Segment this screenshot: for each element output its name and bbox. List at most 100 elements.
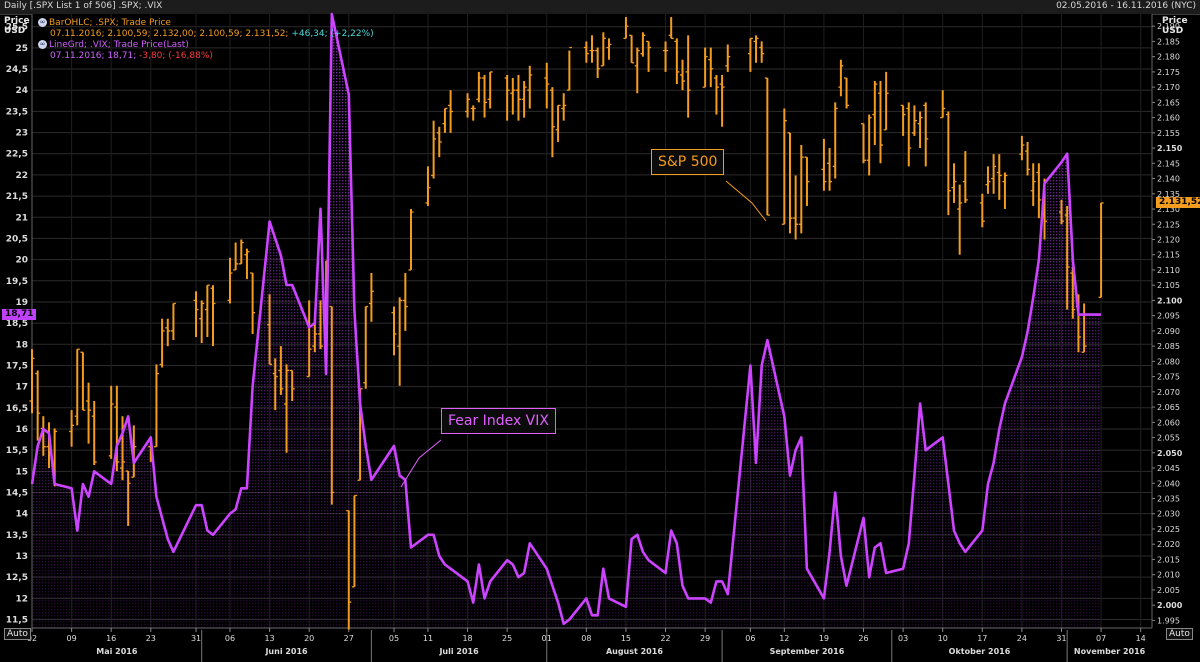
left-tick-label: 20 (15, 256, 28, 266)
ohlc-bar (368, 273, 374, 322)
right-tick-label: 1.995 (1157, 616, 1180, 625)
link-icon[interactable]: ∞ (38, 18, 47, 27)
ohlc-bar (945, 111, 951, 216)
left-tick-label: 21 (15, 213, 28, 223)
vix-callout: Fear Index VIX (441, 408, 556, 434)
link-icon[interactable]: ∞ (38, 40, 47, 49)
right-axis-title-line2: USD (1162, 26, 1184, 36)
left-tick-label: 15,5 (6, 446, 28, 456)
ohlc-bar (504, 74, 510, 121)
ohlc-bar (877, 81, 883, 164)
ohlc-bar (566, 46, 572, 91)
ohlc-bar (408, 209, 414, 271)
ohlc-bar (29, 349, 35, 414)
ohlc-bar (844, 77, 850, 109)
right-tick-label: 2.050 (1157, 449, 1183, 458)
legend-vix-change: -3,80; (-16,88%) (139, 51, 213, 61)
x-day-label: 17 (977, 634, 987, 643)
ohlc-bar (781, 108, 787, 225)
date-range: 02.05.2016 - 16.11.2016 (NYC) (1056, 1, 1196, 11)
ohlc-bar (719, 74, 725, 127)
x-day-label: 08 (581, 634, 591, 643)
ohlc-bar (1030, 163, 1036, 206)
ohlc-bar (227, 257, 233, 304)
ohlc-bar (549, 87, 555, 158)
ohlc-bar (329, 305, 335, 505)
ohlc-bar (589, 35, 595, 63)
x-month-label: November 2016 (1074, 647, 1146, 656)
right-tick-label: 2.125 (1157, 220, 1180, 229)
ohlc-bar (193, 291, 199, 337)
x-day-label: 23 (146, 634, 156, 643)
right-tick-label: 2.170 (1157, 83, 1180, 92)
ohlc-bar (284, 364, 290, 453)
left-tick-label: 23 (15, 129, 28, 139)
right-tick-label: 2.045 (1157, 464, 1180, 473)
x-month-label: Mai 2016 (96, 647, 138, 656)
legend-spx-header: BarOHLC; .SPX; Trade Price (49, 18, 171, 28)
spx-callout: S&P 500 (651, 149, 725, 175)
ohlc-bar (510, 77, 516, 115)
ohlc-bar (238, 239, 244, 265)
x-day-label: 07 (1096, 634, 1106, 643)
ohlc-bar (674, 38, 680, 85)
right-tick-label: 2.135 (1157, 190, 1180, 199)
ohlc-bar (725, 44, 731, 72)
ohlc-bar (363, 305, 369, 389)
left-tick-label: 15 (15, 467, 28, 477)
x-day-label: 15 (621, 634, 631, 643)
vix-last-price-badge: 18,71 (2, 308, 37, 320)
left-tick-label: 18,5 (6, 319, 28, 329)
right-tick-label: 2.120 (1157, 235, 1180, 244)
auto-scale-left-button[interactable]: Auto (4, 628, 31, 640)
ohlc-bar (702, 47, 708, 88)
ohlc-bar (131, 425, 137, 478)
ohlc-bar (402, 273, 408, 331)
x-day-label: 19 (819, 634, 829, 643)
ohlc-bar (515, 74, 521, 121)
ohlc-bar (482, 74, 488, 118)
right-tick-label: 2.115 (1157, 251, 1180, 260)
ohlc-bar (753, 35, 759, 63)
ohlc-bar (199, 300, 205, 344)
x-day-label: 22 (660, 634, 670, 643)
right-tick-label: 2.150 (1157, 144, 1183, 153)
ohlc-bar (917, 111, 923, 149)
ohlc-bar (391, 306, 397, 356)
ohlc-bar (210, 285, 216, 347)
ohlc-bar (838, 59, 844, 97)
ohlc-bar (1019, 135, 1025, 161)
auto-scale-right-button[interactable]: Auto (1166, 628, 1193, 640)
spx-callout-leader (725, 180, 767, 222)
ohlc-bar (640, 32, 646, 57)
ohlc-bar (979, 193, 985, 228)
ohlc-bar (787, 132, 793, 234)
ohlc-bar (272, 358, 278, 411)
ohlc-bar (600, 32, 606, 67)
ohlc-bar (793, 175, 799, 240)
spx-last-price-badge: 2.131,52 (1156, 196, 1200, 208)
ohlc-bar (267, 294, 273, 366)
ohlc-bar (906, 102, 912, 167)
ohlc-bar (159, 318, 165, 368)
vix-line-group (30, 12, 1102, 626)
right-tick-label: 2.085 (1157, 342, 1180, 351)
x-day-label: 31 (1056, 634, 1066, 643)
ohlc-bar (996, 154, 1002, 200)
right-tick-label: 2.145 (1157, 159, 1180, 168)
left-axis: 11,5 12 12,5 13 13,5 14 14,5 15 15,5 16 16,5 17 17,5… (6, 14, 33, 628)
ohlc-bar (346, 510, 352, 630)
right-tick-label: 2.080 (1157, 357, 1180, 366)
x-month-label: August 2016 (606, 647, 663, 656)
right-tick-label: 2.165 (1157, 98, 1180, 107)
x-month-label: September 2016 (770, 647, 845, 656)
right-axis: 1.995 2.000 2.005 2.010 2.015 2.020 2.025 2.030… (1151, 14, 1183, 628)
ohlc-bar (1025, 141, 1031, 176)
legend-vix-row: ∞ LineGrd; .VIX; Trade Price(Last) (38, 40, 374, 51)
x-day-label: 24 (1017, 634, 1027, 643)
x-day-label: 26 (858, 634, 868, 643)
x-day-label: 06 (225, 634, 235, 643)
ohlc-bar (663, 41, 669, 72)
ohlc-bar (685, 35, 691, 118)
